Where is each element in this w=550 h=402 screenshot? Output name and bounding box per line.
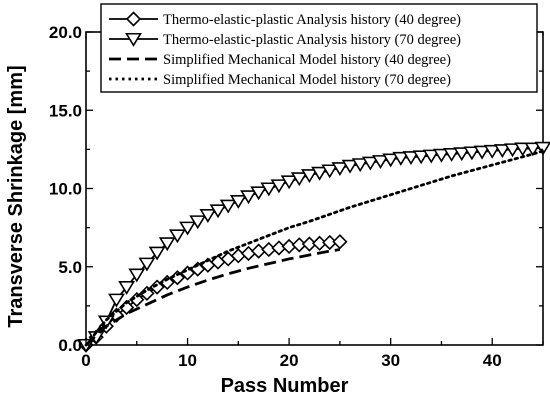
data-point xyxy=(372,155,389,169)
data-point xyxy=(524,142,542,157)
legend-label: Simplified Mechanical Model history (70 … xyxy=(163,72,451,88)
data-point xyxy=(463,146,481,161)
data-point xyxy=(473,145,491,160)
data-point xyxy=(280,175,298,190)
x-tick-label: 10 xyxy=(178,351,197,370)
data-point xyxy=(361,156,379,171)
x-tick-label: 40 xyxy=(483,351,502,370)
series-4 xyxy=(84,149,545,347)
data-point xyxy=(179,221,196,236)
data-point xyxy=(382,153,400,168)
series-1 xyxy=(78,234,348,353)
data-point xyxy=(270,179,288,194)
x-tick-label: 20 xyxy=(280,351,299,370)
series-line xyxy=(85,248,341,347)
data-point xyxy=(168,229,186,244)
data-point xyxy=(139,285,155,301)
series-2 xyxy=(77,141,550,353)
x-tick-label: 0 xyxy=(81,351,90,370)
data-point xyxy=(118,281,136,295)
data-point xyxy=(493,144,511,159)
legend-marker xyxy=(125,32,142,47)
data-point xyxy=(514,142,532,157)
data-point xyxy=(332,234,348,250)
data-point xyxy=(301,169,318,184)
data-point xyxy=(504,143,521,158)
data-point xyxy=(97,315,115,330)
data-point xyxy=(148,246,166,261)
y-tick-label: 10.0 xyxy=(49,180,82,199)
x-axis-title: Pass Number xyxy=(221,375,349,397)
data-point xyxy=(341,159,359,174)
legend-label: Thermo-elastic-plastic Analysis history … xyxy=(163,12,461,28)
data-point xyxy=(158,237,176,252)
y-tick-label: 5.0 xyxy=(58,258,82,277)
y-axis-title: Transverse Shrinkage [mm] xyxy=(5,65,27,327)
data-point xyxy=(138,257,156,272)
data-point xyxy=(209,204,227,219)
data-point xyxy=(199,209,217,223)
data-point xyxy=(443,148,461,162)
series-3 xyxy=(85,248,341,347)
series-line xyxy=(84,149,545,347)
data-point xyxy=(290,172,308,187)
data-point xyxy=(433,148,450,163)
data-point xyxy=(311,166,328,181)
data-point xyxy=(321,164,339,179)
legend-box xyxy=(100,3,538,93)
data-point xyxy=(402,151,420,166)
data-point xyxy=(331,162,349,176)
data-point xyxy=(159,274,175,291)
axes-layer: 0 10 20 30 40 0.0 5.0 10.0 15.0 20.0 xyxy=(49,23,544,370)
data-point xyxy=(229,194,247,209)
series-layer xyxy=(77,141,550,353)
data-point xyxy=(189,215,207,230)
data-point xyxy=(260,182,278,197)
data-point xyxy=(351,158,369,173)
data-point xyxy=(483,144,501,159)
y-tick-label: 0.0 xyxy=(58,336,82,355)
y-tick-label: 15.0 xyxy=(49,101,82,120)
data-point xyxy=(128,268,146,283)
data-point xyxy=(108,293,125,308)
y-tick-label: 20.0 xyxy=(49,23,82,42)
legend-marker xyxy=(125,11,142,27)
data-point xyxy=(422,149,440,164)
data-point xyxy=(392,151,410,166)
legend: Thermo-elastic-plastic Analysis history … xyxy=(100,3,538,93)
data-point xyxy=(240,245,257,262)
data-point xyxy=(412,150,430,165)
data-point xyxy=(129,291,145,308)
x-tick-label: 30 xyxy=(381,351,400,370)
data-point xyxy=(250,186,268,201)
data-point xyxy=(240,190,257,205)
legend-label: Thermo-elastic-plastic Analysis history … xyxy=(163,32,461,48)
data-point xyxy=(219,199,237,214)
data-point xyxy=(534,141,550,156)
data-point xyxy=(453,147,471,162)
legend-label: Simplified Mechanical Model history (40 … xyxy=(163,52,451,68)
